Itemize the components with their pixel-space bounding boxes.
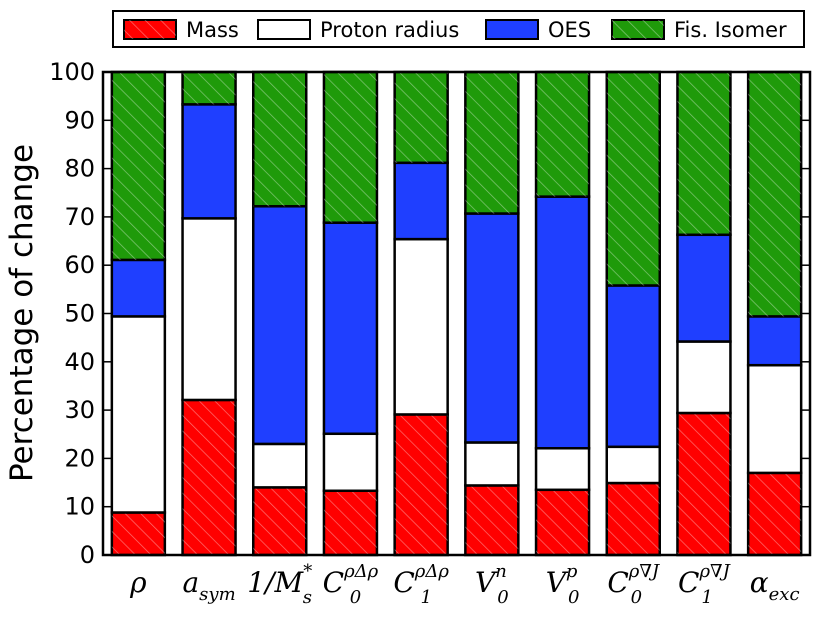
bar-segment-oes-v0p bbox=[534, 195, 591, 450]
bar-segment-proton-radius-a_exc bbox=[746, 363, 803, 475]
y-tick-label: 0 bbox=[80, 541, 95, 569]
bar-segment-proton-radius-v0p bbox=[534, 447, 591, 492]
legend-label: OES bbox=[548, 18, 591, 42]
bar-segment-fis-isomer-a_sym bbox=[181, 70, 237, 106]
x-tick-label-a_sym: asym bbox=[182, 566, 235, 605]
bar-segment-mass-a_exc bbox=[746, 471, 803, 557]
bar-segment-proton-radius-a_sym bbox=[181, 217, 237, 402]
legend-item-mass: Mass bbox=[123, 18, 239, 42]
bar-segment-fis-isomer-c0_drho bbox=[322, 70, 379, 224]
x-tick-label-c1_nablaj: Cρ∇J 1 bbox=[678, 561, 732, 608]
y-tick-label: 50 bbox=[64, 300, 95, 328]
bar-segment-oes-rho bbox=[110, 258, 167, 318]
y-tick-label: 80 bbox=[64, 155, 95, 183]
bar-segment-proton-radius-rho bbox=[110, 315, 167, 514]
legend-item-proton-radius: Proton radius bbox=[257, 18, 459, 42]
bar-segment-oes-a_sym bbox=[181, 103, 237, 220]
bar-segment-proton-radius-c0_drho bbox=[322, 432, 379, 493]
y-tick-label: 70 bbox=[64, 203, 95, 231]
bar-segment-proton-radius-inv_ms bbox=[252, 442, 308, 489]
y-tick-label: 20 bbox=[64, 444, 95, 472]
bar-segment-fis-isomer-a_exc bbox=[746, 70, 803, 318]
legend-label: Fis. Isomer bbox=[674, 18, 787, 42]
bar-segment-mass-c1_drho bbox=[393, 413, 449, 557]
x-tick-label-inv_ms: 1/M* s bbox=[247, 561, 312, 608]
y-tick-label: 10 bbox=[64, 493, 95, 521]
bar-segment-fis-isomer-inv_ms bbox=[252, 70, 308, 208]
y-tick-label: 40 bbox=[64, 348, 95, 376]
bar-segment-fis-isomer-c1_nablaj bbox=[676, 70, 732, 237]
x-tick-label-v0p: Vp 0 bbox=[546, 561, 580, 608]
legend-label: Proton radius bbox=[320, 18, 459, 42]
plot-area: 0 10 20 30 40 50 60 70 80 90 100 ρ asym 1/M* s CρΔρ 0 Cρ… bbox=[49, 58, 812, 608]
bar-segment-mass-v0p bbox=[534, 488, 591, 557]
bar-segment-oes-v0n bbox=[464, 212, 520, 444]
legend: Mass Proton radius OES Fis. Isomer bbox=[112, 10, 805, 48]
y-tick-label: 90 bbox=[64, 106, 95, 134]
bar-segment-fis-isomer-v0n bbox=[464, 70, 520, 215]
bar-segment-fis-isomer-c1_drho bbox=[393, 70, 449, 165]
bar-segment-mass-c0_nablaj bbox=[605, 481, 661, 557]
bar-segment-oes-c1_nablaj bbox=[676, 233, 732, 343]
y-tick-label: 30 bbox=[64, 396, 95, 424]
bar-segment-mass-c1_nablaj bbox=[676, 411, 732, 557]
legend-label: Mass bbox=[186, 18, 239, 42]
bar-segment-oes-a_exc bbox=[746, 315, 803, 367]
bar-segment-proton-radius-c1_nablaj bbox=[676, 340, 732, 415]
bar-segment-mass-a_sym bbox=[181, 398, 237, 557]
bar-segment-fis-isomer-v0p bbox=[534, 70, 591, 198]
bar-segment-mass-v0n bbox=[464, 484, 520, 557]
bar-segment-mass-c0_drho bbox=[322, 489, 379, 557]
bar-segment-mass-inv_ms bbox=[252, 486, 308, 557]
x-tick-label-rho: ρ bbox=[129, 566, 147, 599]
legend-frame bbox=[112, 10, 805, 48]
bar-segment-proton-radius-v0n bbox=[464, 441, 520, 487]
x-tick-label-v0n: Vn 0 bbox=[475, 561, 509, 608]
x-tick-label-c0_nablaj: Cρ∇J 0 bbox=[607, 561, 661, 608]
y-tick-label: 60 bbox=[64, 251, 95, 279]
bar-segment-oes-inv_ms bbox=[252, 205, 308, 446]
x-tick-label-c0_drho: CρΔρ 0 bbox=[323, 561, 379, 608]
bar-segment-proton-radius-c0_nablaj bbox=[605, 445, 661, 485]
x-tick-label-c1_drho: CρΔρ 1 bbox=[393, 561, 449, 608]
legend-item-oes: OES bbox=[485, 18, 591, 42]
bar-segment-proton-radius-c1_drho bbox=[393, 237, 449, 416]
bar-segment-oes-c0_nablaj bbox=[605, 284, 661, 449]
y-axis-label: Percentage of change bbox=[4, 144, 40, 482]
bar-segment-oes-c0_drho bbox=[322, 221, 379, 436]
bar-segment-mass-rho bbox=[110, 511, 167, 557]
legend-item-fis-isomer: Fis. Isomer bbox=[611, 18, 787, 42]
bar-segment-fis-isomer-c0_nablaj bbox=[605, 70, 661, 287]
bar-segment-oes-c1_drho bbox=[393, 161, 449, 241]
y-tick-label: 100 bbox=[49, 58, 95, 86]
bar-segment-fis-isomer-rho bbox=[110, 70, 167, 262]
x-tick-label-a_exc: αexc bbox=[750, 566, 800, 605]
